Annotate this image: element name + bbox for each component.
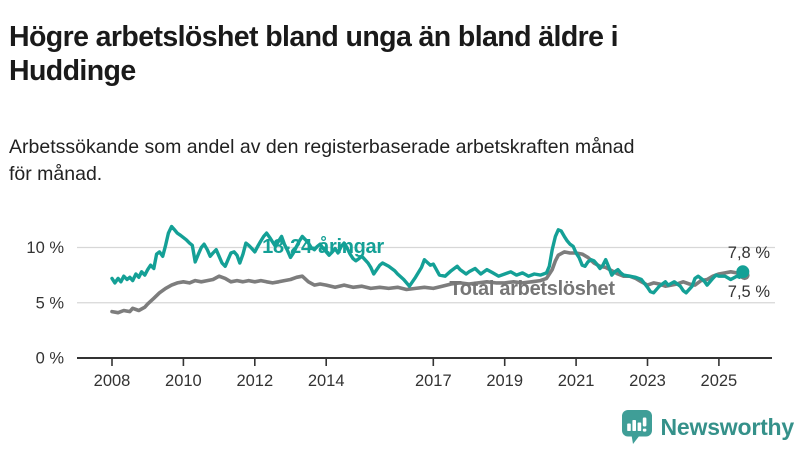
page-title-line1: Högre arbetslöshet bland unga än bland ä… <box>9 21 619 54</box>
series-label-youth: 18-24-åringar <box>262 235 384 258</box>
x-tick-label: 2019 <box>486 372 523 390</box>
chart-labels: 18-24-åringar Total arbetslöshet 7,8 % 7… <box>262 235 770 301</box>
x-tick-label: 2023 <box>629 372 666 390</box>
page-title-line2: Huddinge <box>9 54 136 87</box>
newsworthy-logo[interactable]: Newsworthy <box>621 409 794 445</box>
chart-subtitle: Arbetssökande som andel av den registerb… <box>9 134 689 189</box>
end-value-label-youth: 7,8 % <box>728 244 771 262</box>
series-label-total: Total arbetslöshet <box>449 278 615 300</box>
series-line <box>110 250 747 315</box>
page-title: Högre arbetslöshet bland unga än bland ä… <box>9 21 719 88</box>
y-tick-label: 0 % <box>36 350 65 368</box>
x-tick-label: 2010 <box>165 372 202 390</box>
chart-subtitle-line2: för månad. <box>9 163 103 186</box>
y-tick-label: 5 % <box>36 294 65 312</box>
chart-generated-layer: 2008 2010 2012 2014 2017 2019 2021 2023 2025 0 % 5… <box>26 224 775 390</box>
chart-subtitle-line1: Arbetssökande som andel av den registerb… <box>9 135 635 158</box>
y-tick-label: 10 % <box>26 239 64 257</box>
series-line <box>110 224 745 295</box>
series-end-dot <box>736 265 750 279</box>
x-tick-label: 2012 <box>236 372 273 390</box>
x-tick-label: 2014 <box>308 372 345 390</box>
newsworthy-wordmark: Newsworthy <box>660 413 795 440</box>
end-value-label-total: 7,5 % <box>728 283 771 301</box>
x-tick-label: 2008 <box>94 372 131 390</box>
x-tick-label: 2017 <box>415 372 452 390</box>
newsworthy-icon <box>621 410 652 444</box>
x-tick-label: 2021 <box>558 372 595 390</box>
x-tick-label: 2025 <box>701 372 738 390</box>
